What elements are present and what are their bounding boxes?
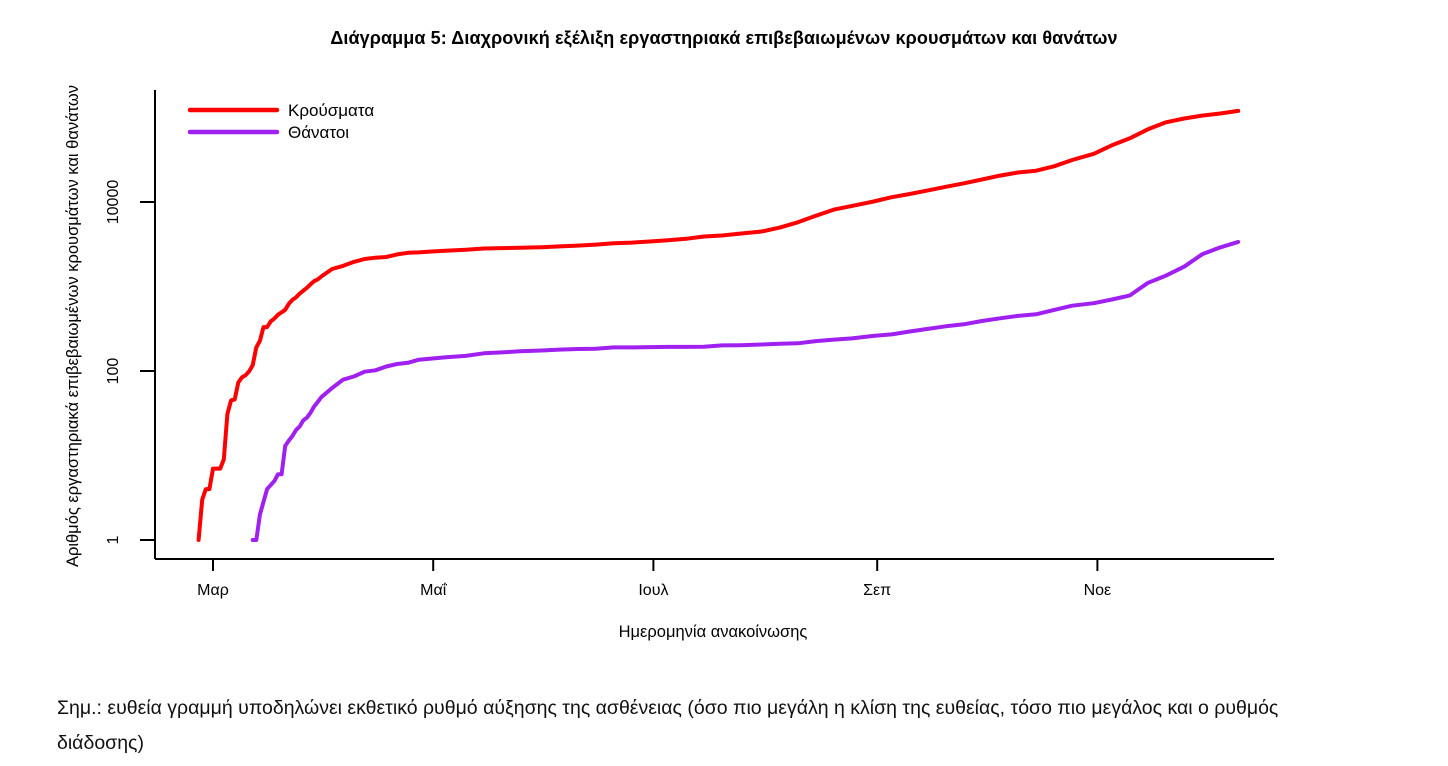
y-tick-label: 1 bbox=[105, 535, 122, 544]
chart-footnote: Σημ.: ευθεία γραμμή υποδηλώνει εκθετικό … bbox=[57, 691, 1278, 761]
x-tick-label: Σεπ bbox=[863, 582, 891, 599]
series-line-cases bbox=[196, 108, 1241, 542]
legend: Κρούσματα Θάνατοι bbox=[187, 101, 374, 142]
y-axis-ticks: 1 100 10000 bbox=[105, 180, 155, 544]
x-axis-title: Ημερομηνία ανακοίνωσης bbox=[619, 623, 808, 641]
y-tick-label: 10000 bbox=[105, 180, 122, 225]
legend-label-cases: Κρούσματα bbox=[288, 101, 374, 120]
page-title: Διάγραμμα 5: Διαχρονική εξέλιξη εργαστηρ… bbox=[330, 28, 1118, 48]
x-tick-label: Μαρ bbox=[197, 582, 229, 599]
x-tick-label: Μαΐ bbox=[420, 582, 448, 599]
chart-plot: 1 100 10000 Μαρ Μαΐ Ιουλ Σεπ Νοε Αριθμός εργασ… bbox=[64, 85, 1274, 641]
y-tick-label: 100 bbox=[105, 358, 122, 385]
data-series bbox=[196, 108, 1241, 542]
y-axis-title: Αριθμός εργαστηριακά επιβεβαιωμένων κρου… bbox=[64, 85, 82, 567]
x-tick-label: Νοε bbox=[1084, 582, 1112, 599]
series-line-deaths bbox=[250, 239, 1241, 542]
x-axis-ticks: Μαρ Μαΐ Ιουλ Σεπ Νοε bbox=[197, 559, 1111, 599]
legend-label-deaths: Θάνατοι bbox=[288, 123, 349, 142]
x-tick-label: Ιουλ bbox=[638, 582, 668, 599]
footnote-line-1: Σημ.: ευθεία γραμμή υποδηλώνει εκθετικό … bbox=[57, 697, 1279, 719]
footnote-line-2: διάδοσης) bbox=[57, 732, 144, 754]
